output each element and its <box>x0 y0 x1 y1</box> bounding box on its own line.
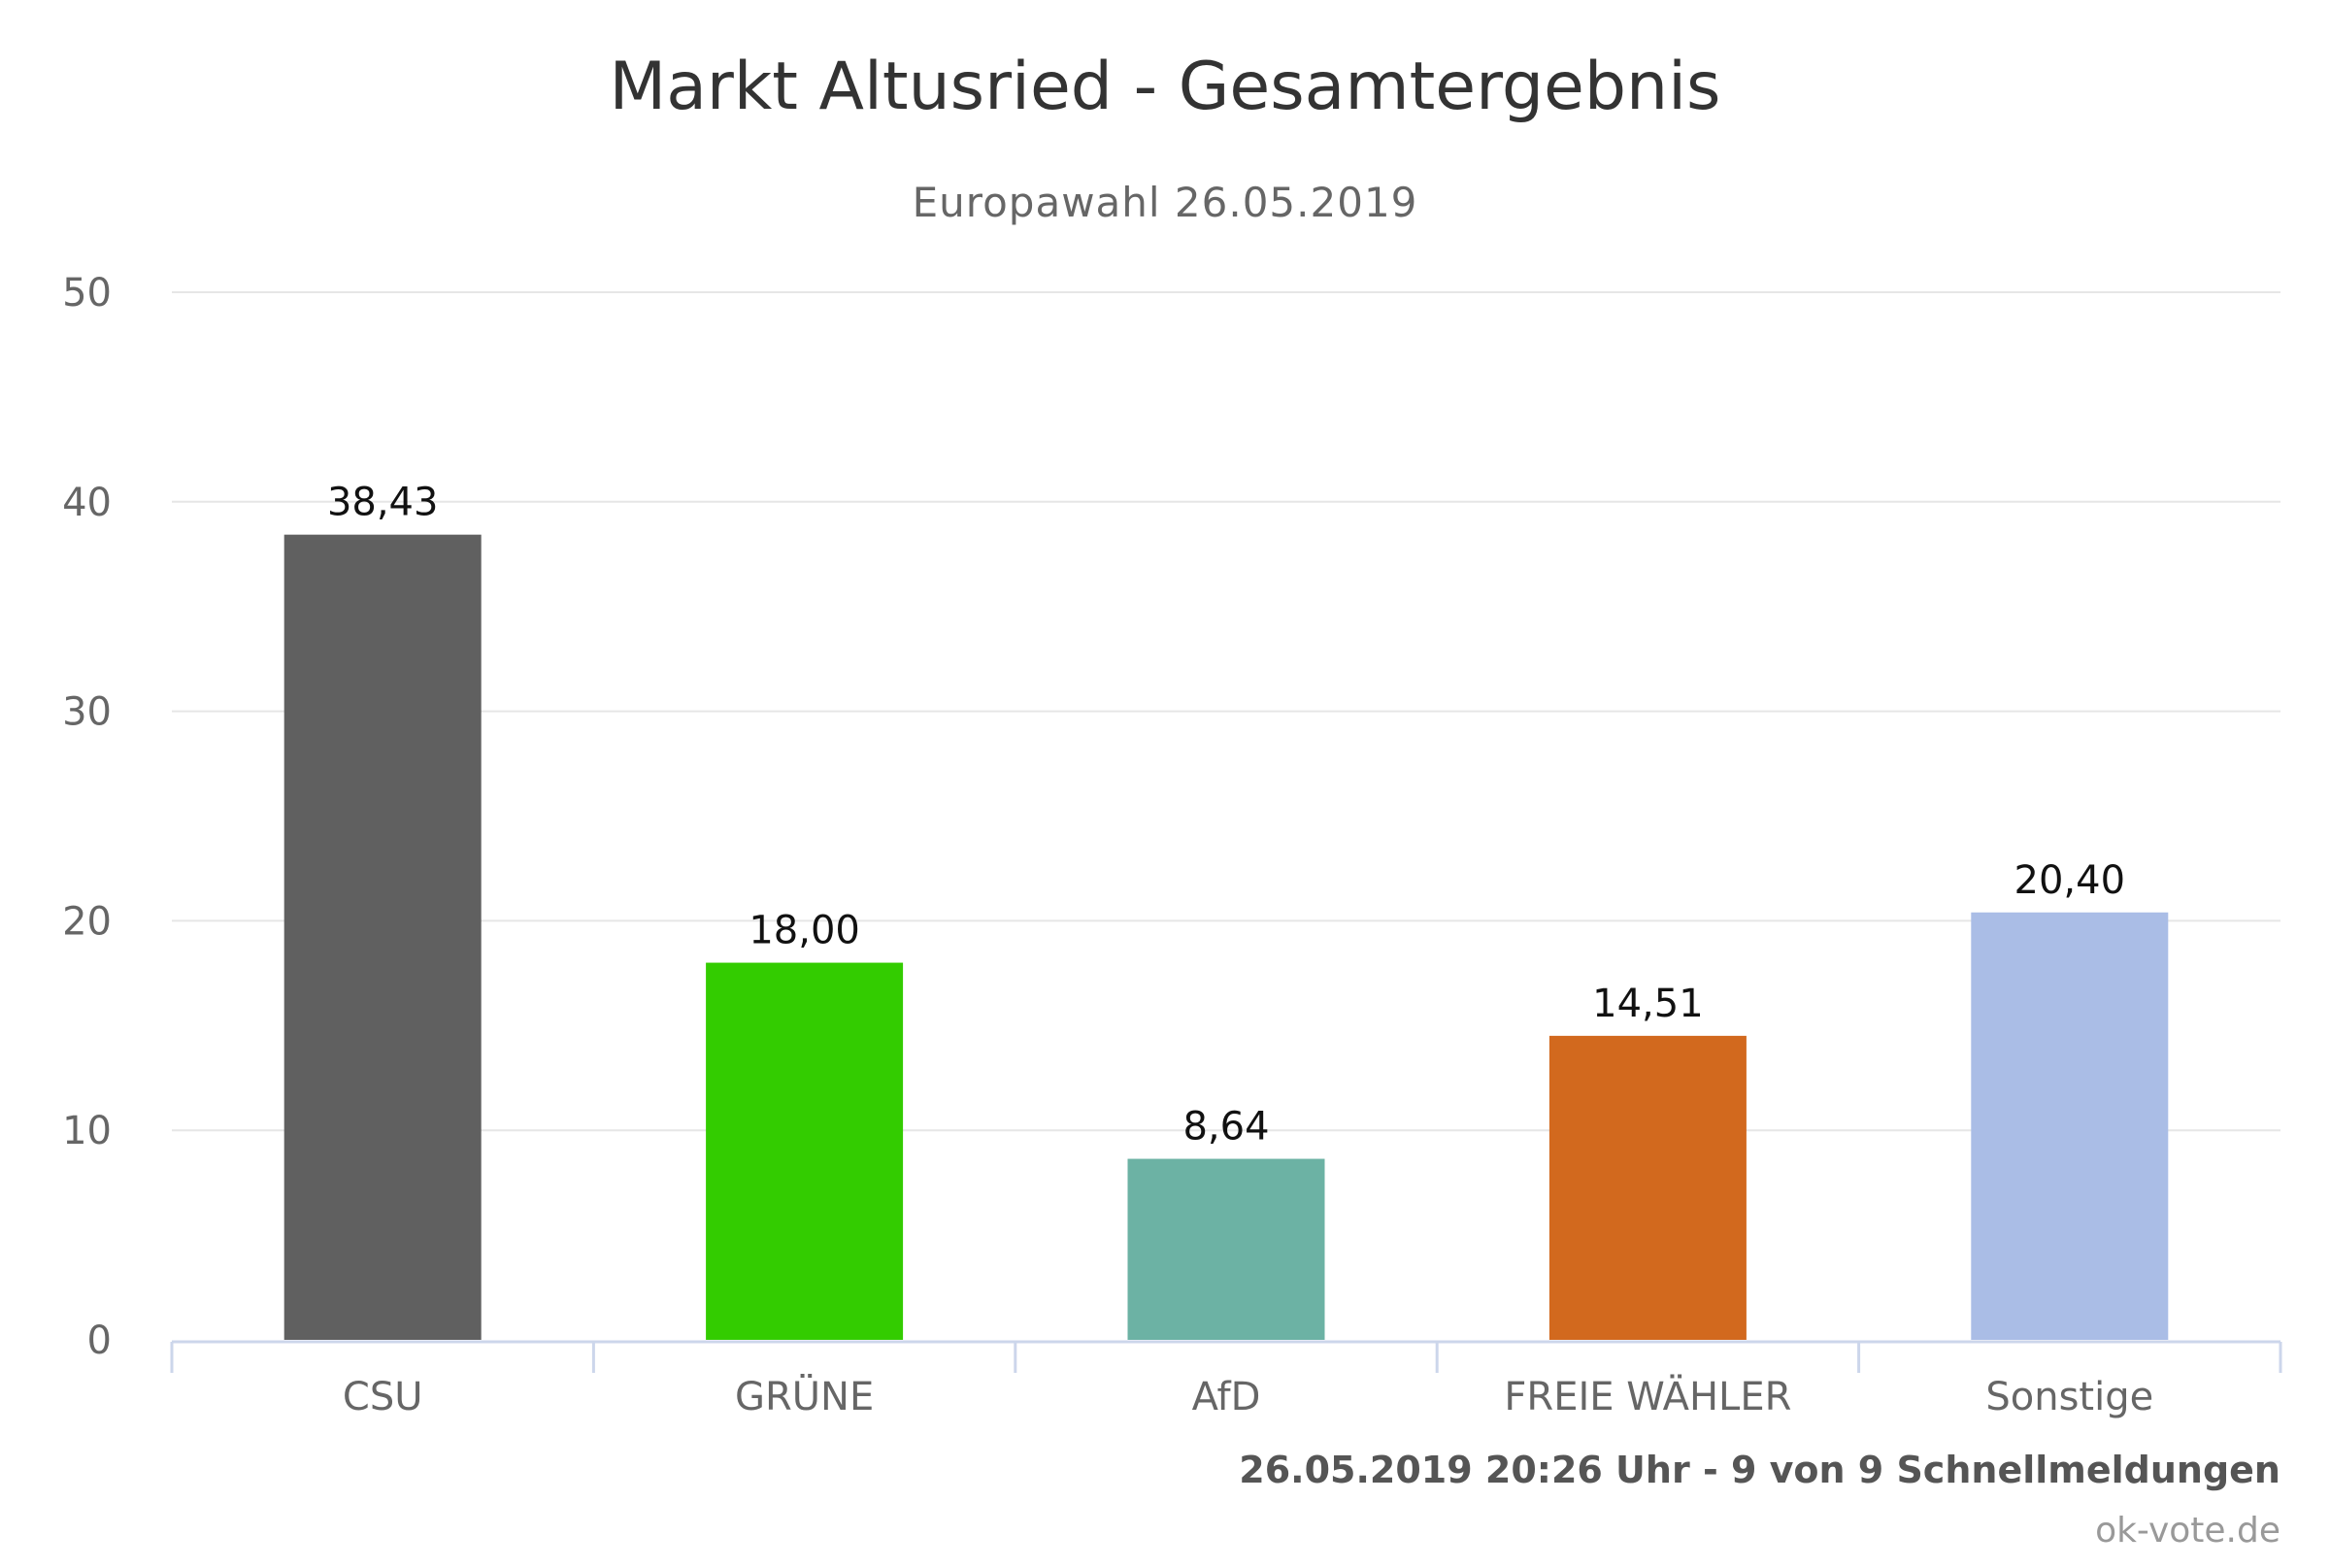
chart-title: Markt Altusried - Gesamtergebnis <box>609 49 1721 125</box>
x-tick-label: Sonstige <box>1985 1375 2153 1419</box>
x-tick-label: GRÜNE <box>735 1373 874 1419</box>
y-tick-label: 30 <box>62 690 112 735</box>
y-tick-label: 50 <box>62 271 112 316</box>
chart-subtitle: Europawahl 26.05.2019 <box>912 179 1418 226</box>
y-tick-label: 40 <box>62 481 112 525</box>
y-tick-label: 0 <box>87 1318 112 1363</box>
data-label: 20,40 <box>2014 858 2126 903</box>
x-tick-label: AfD <box>1192 1375 1261 1419</box>
bar-freie-w-hler <box>1548 1035 1747 1340</box>
data-label: 38,43 <box>327 481 439 525</box>
data-label: 8,64 <box>1182 1105 1269 1150</box>
bar-gr-ne <box>706 962 904 1340</box>
status-text: 26.05.2019 20:26 Uhr - 9 von 9 Schnellme… <box>1239 1449 2280 1491</box>
data-label: 14,51 <box>1592 982 1704 1026</box>
data-label: 18,00 <box>749 909 860 953</box>
bar-afd <box>1127 1158 1325 1340</box>
credits-link[interactable]: ok-vote.de <box>2095 1511 2280 1551</box>
bar-sonstige <box>1971 912 2169 1340</box>
x-tick-label: FREIE WÄHLER <box>1504 1373 1791 1419</box>
bar-csu <box>283 534 482 1340</box>
x-tick-label: CSU <box>343 1375 423 1419</box>
y-tick-label: 10 <box>62 1109 112 1153</box>
y-tick-label: 20 <box>62 899 112 944</box>
